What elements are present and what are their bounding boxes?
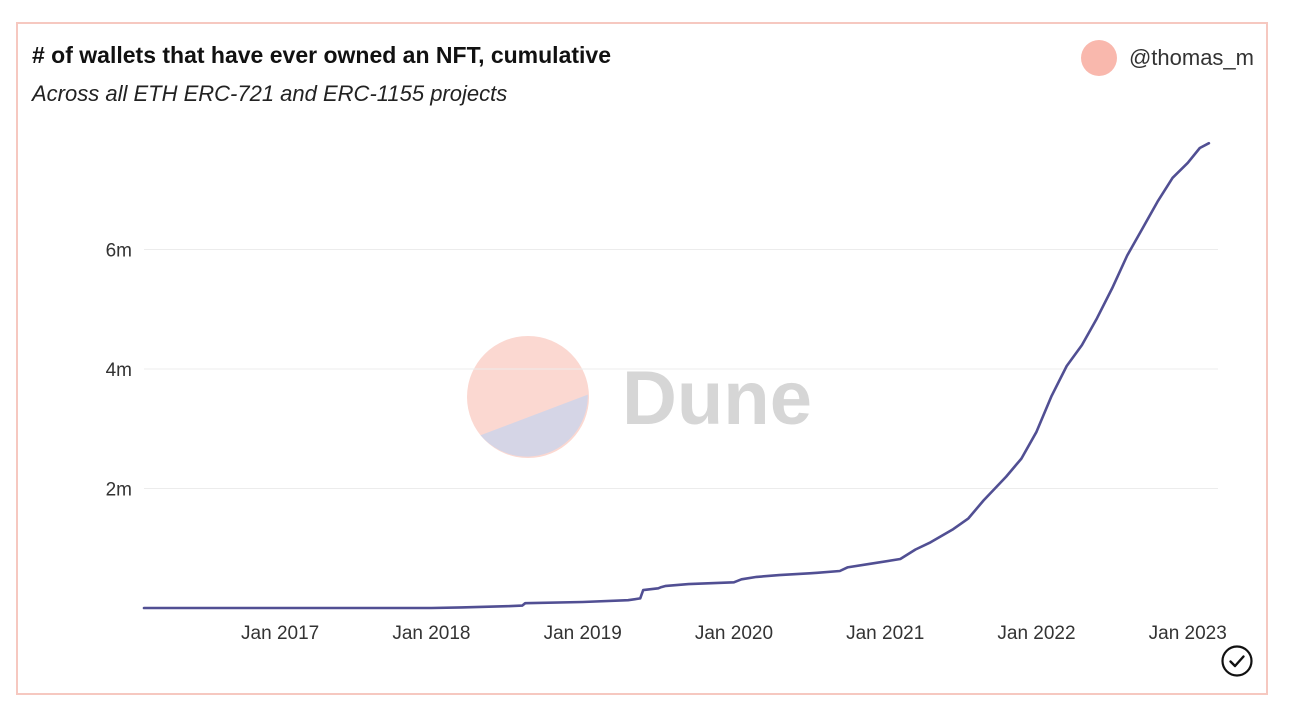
gridlines	[144, 249, 1218, 490]
y-tick-label: 2m	[106, 480, 132, 501]
chart-card: Dune 2m 4m 6m Jan 2017 Jan 2018 Jan 2019 Jan …	[16, 22, 1268, 695]
avatar	[1080, 40, 1117, 76]
x-tick-label: Jan 2017	[241, 623, 319, 644]
chart-subtitle: Across all ETH ERC-721 and ERC-1155 proj…	[32, 81, 508, 106]
x-tick-label: Jan 2022	[997, 623, 1075, 644]
author-name: @thomas_m	[1128, 45, 1254, 70]
y-tick-label: 6m	[106, 241, 132, 262]
dune-watermark: Dune	[467, 336, 812, 458]
series-group	[142, 141, 1211, 610]
author-badge[interactable]: @thomas_m	[1080, 40, 1254, 76]
y-axis-ticks: 2m 4m 6m	[106, 241, 132, 501]
x-axis-ticks: Jan 2017 Jan 2018 Jan 2019 Jan 2020 Jan 2021…	[241, 623, 1227, 644]
x-tick-label: Jan 2021	[846, 623, 924, 644]
x-tick-label: Jan 2023	[1149, 623, 1227, 644]
check-circle-icon	[1221, 645, 1253, 677]
x-tick-label: Jan 2018	[392, 623, 470, 644]
x-tick-label: Jan 2019	[544, 623, 622, 644]
y-tick-label: 4m	[106, 360, 132, 381]
watermark-circle-bottom	[480, 394, 588, 457]
series-line-wallets[interactable]	[142, 141, 1211, 610]
verified-check-icon[interactable]	[1220, 644, 1254, 683]
watermark-text: Dune	[622, 356, 812, 441]
chart-title: # of wallets that have ever owned an NFT…	[32, 42, 611, 68]
x-tick-label: Jan 2020	[695, 623, 773, 644]
